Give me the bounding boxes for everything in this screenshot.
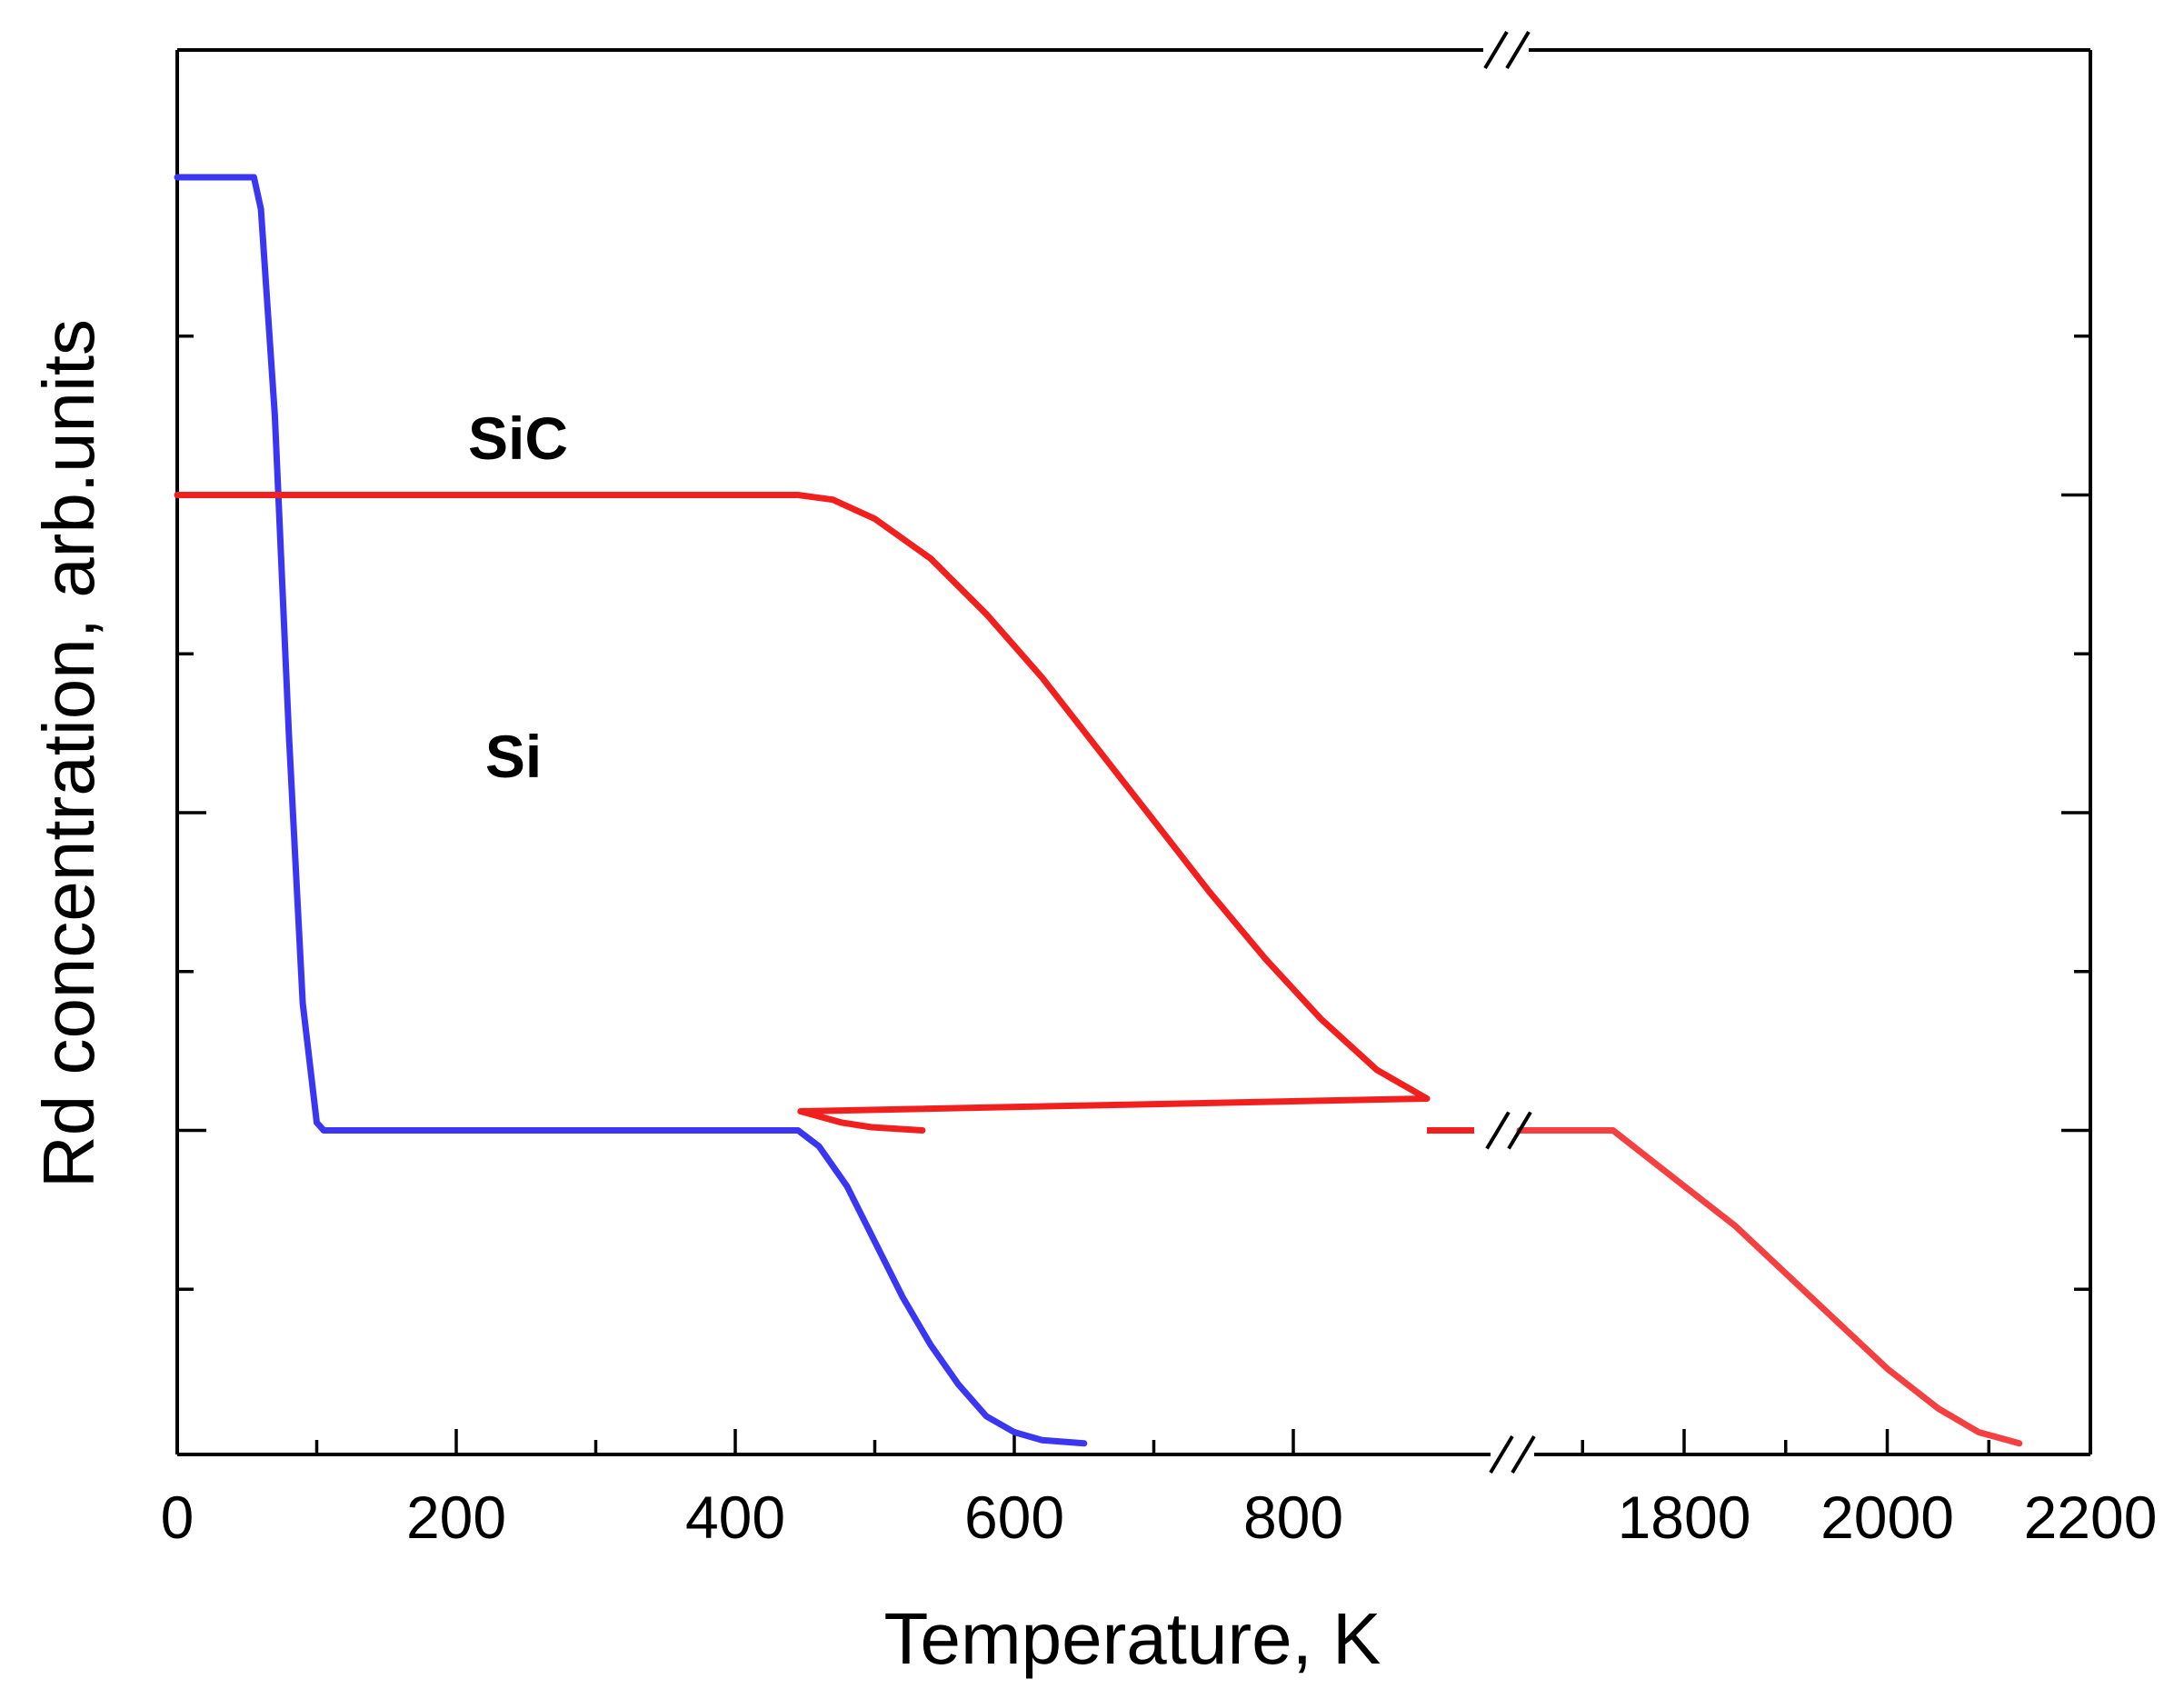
axis-break-marks [1483, 30, 1536, 1474]
plot-frame [175, 48, 2092, 1456]
x-tick-label: 2200 [2024, 1484, 2158, 1551]
x-tick-label: 0 [161, 1484, 194, 1551]
x-axis-title: Temperature, K [884, 1598, 1381, 1679]
y-axis-title: Rd concentration, arb.units [28, 319, 109, 1188]
tick-labels: 0 200 400 600 800 1800 2000 2200 [161, 1484, 2158, 1551]
series-label-si: Si [485, 723, 542, 790]
break-mark-bottom-b [1511, 1434, 1536, 1474]
break-mark-bottom-a [1489, 1434, 1514, 1474]
x-tick-label: 400 [685, 1484, 785, 1551]
series-line-sic-right [1516, 1127, 2023, 1447]
series-labels: Si SiC [468, 405, 568, 790]
series-line-si-left [174, 174, 1088, 1447]
axis-ticks [175, 335, 2092, 1454]
series-label-sic: SiC [468, 405, 568, 472]
break-mark-sic-a [1485, 1111, 1511, 1150]
break-mark-sic-b [1507, 1111, 1532, 1150]
x-tick-label: 1800 [1618, 1484, 1751, 1551]
x-tick-label: 600 [964, 1484, 1064, 1551]
break-mark-top-b [1505, 30, 1531, 70]
series-layer [174, 174, 2023, 1447]
x-tick-label: 800 [1243, 1484, 1343, 1551]
x-tick-label: 2000 [1820, 1484, 1954, 1551]
break-mark-top-a [1483, 30, 1509, 70]
x-tick-label: 200 [406, 1484, 506, 1551]
series-line-sic-left [174, 492, 1431, 1134]
